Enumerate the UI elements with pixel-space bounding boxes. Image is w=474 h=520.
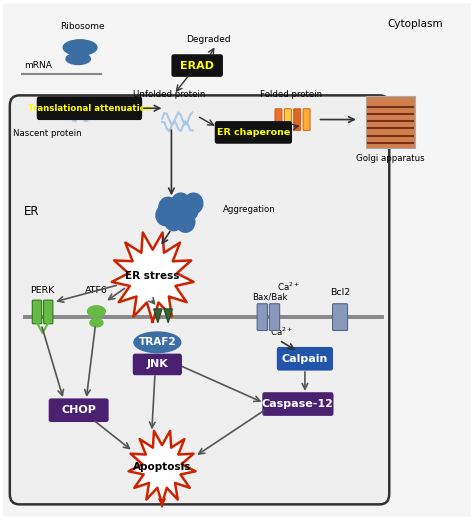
Text: Calpain: Calpain	[282, 354, 328, 364]
FancyBboxPatch shape	[277, 347, 333, 371]
FancyBboxPatch shape	[294, 109, 301, 131]
Circle shape	[179, 200, 198, 220]
Circle shape	[184, 193, 203, 214]
Circle shape	[156, 205, 175, 226]
Text: Bcl2: Bcl2	[330, 288, 350, 297]
Text: TRAF2: TRAF2	[138, 337, 176, 347]
FancyBboxPatch shape	[262, 392, 334, 416]
Text: Folded protein: Folded protein	[260, 90, 322, 99]
Circle shape	[172, 193, 190, 214]
Text: ER: ER	[24, 205, 39, 218]
Polygon shape	[112, 232, 193, 322]
Circle shape	[164, 210, 183, 231]
Text: Aggregation: Aggregation	[223, 205, 276, 214]
FancyBboxPatch shape	[333, 304, 347, 331]
FancyBboxPatch shape	[269, 304, 280, 331]
Text: Unfolded protein: Unfolded protein	[133, 90, 205, 99]
FancyBboxPatch shape	[32, 300, 42, 324]
FancyBboxPatch shape	[257, 304, 267, 331]
Text: Degraded: Degraded	[187, 35, 231, 44]
Polygon shape	[164, 309, 173, 323]
Text: ER chaperone: ER chaperone	[217, 128, 290, 137]
FancyBboxPatch shape	[366, 96, 415, 148]
Text: Apoptosis: Apoptosis	[133, 462, 191, 472]
Text: Cytoplasm: Cytoplasm	[387, 19, 443, 29]
FancyBboxPatch shape	[37, 96, 142, 120]
FancyBboxPatch shape	[172, 54, 223, 77]
Circle shape	[159, 197, 177, 218]
Text: mRNA: mRNA	[24, 61, 52, 70]
Text: JNK: JNK	[146, 359, 168, 369]
Text: ER stress: ER stress	[126, 271, 180, 281]
Text: Translational attenuation: Translational attenuation	[27, 103, 151, 113]
FancyBboxPatch shape	[44, 300, 53, 324]
Text: ATF6: ATF6	[85, 287, 108, 295]
FancyBboxPatch shape	[284, 109, 292, 131]
Text: Nascent protein: Nascent protein	[13, 129, 82, 138]
FancyBboxPatch shape	[275, 109, 282, 131]
FancyBboxPatch shape	[49, 398, 109, 422]
Text: Ribosome: Ribosome	[60, 22, 105, 31]
Text: Caspase-12: Caspase-12	[262, 399, 334, 409]
Ellipse shape	[134, 332, 181, 353]
Polygon shape	[154, 309, 162, 323]
Text: Ca$^{2+}$: Ca$^{2+}$	[277, 280, 300, 293]
Text: PERK: PERK	[30, 287, 55, 295]
Circle shape	[176, 212, 195, 232]
Text: Bax/Bak: Bax/Bak	[252, 293, 288, 302]
FancyBboxPatch shape	[303, 109, 310, 131]
Text: Ca$^{2+}$: Ca$^{2+}$	[270, 326, 293, 338]
Ellipse shape	[66, 53, 91, 64]
Text: Golgi apparatus: Golgi apparatus	[356, 154, 425, 163]
Text: CHOP: CHOP	[61, 405, 96, 415]
Polygon shape	[128, 431, 196, 504]
Text: IRE1: IRE1	[151, 292, 173, 301]
Ellipse shape	[88, 306, 105, 317]
FancyBboxPatch shape	[215, 121, 292, 144]
FancyBboxPatch shape	[133, 354, 182, 375]
Text: ERAD: ERAD	[180, 60, 214, 71]
FancyBboxPatch shape	[10, 95, 389, 504]
Ellipse shape	[90, 319, 103, 327]
Ellipse shape	[63, 40, 97, 55]
